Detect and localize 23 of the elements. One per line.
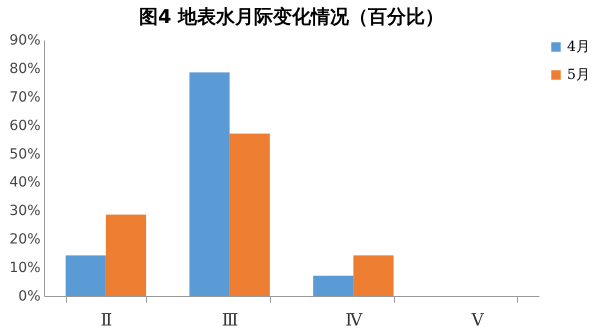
x-tick-label: Ⅲ — [222, 310, 238, 330]
y-tick-label: 0% — [18, 288, 40, 304]
bar — [189, 72, 230, 296]
x-tick-label: Ⅴ — [470, 310, 484, 330]
bar — [230, 134, 270, 296]
legend-label: 5月 — [567, 67, 590, 83]
bar — [106, 214, 146, 296]
y-tick-label: 40% — [9, 174, 40, 191]
y-tick-label: 50% — [9, 146, 40, 162]
bar — [313, 276, 354, 296]
y-tick-label: 20% — [9, 232, 40, 248]
x-tick-label: Ⅱ — [100, 310, 112, 330]
y-tick-label: 90% — [9, 32, 40, 48]
bar — [353, 255, 394, 296]
chart-title: 图4 地表水月际变化情况（百分比） — [139, 6, 444, 28]
legend-label: 4月 — [567, 39, 590, 55]
y-tick-label: 70% — [9, 89, 40, 106]
y-tick-label: 60% — [9, 118, 40, 134]
y-tick-label: 80% — [9, 60, 40, 77]
x-tick-label: Ⅳ — [345, 310, 364, 330]
y-tick-label: 10% — [9, 260, 40, 276]
bar — [66, 255, 106, 296]
y-tick-label: 30% — [9, 203, 40, 220]
